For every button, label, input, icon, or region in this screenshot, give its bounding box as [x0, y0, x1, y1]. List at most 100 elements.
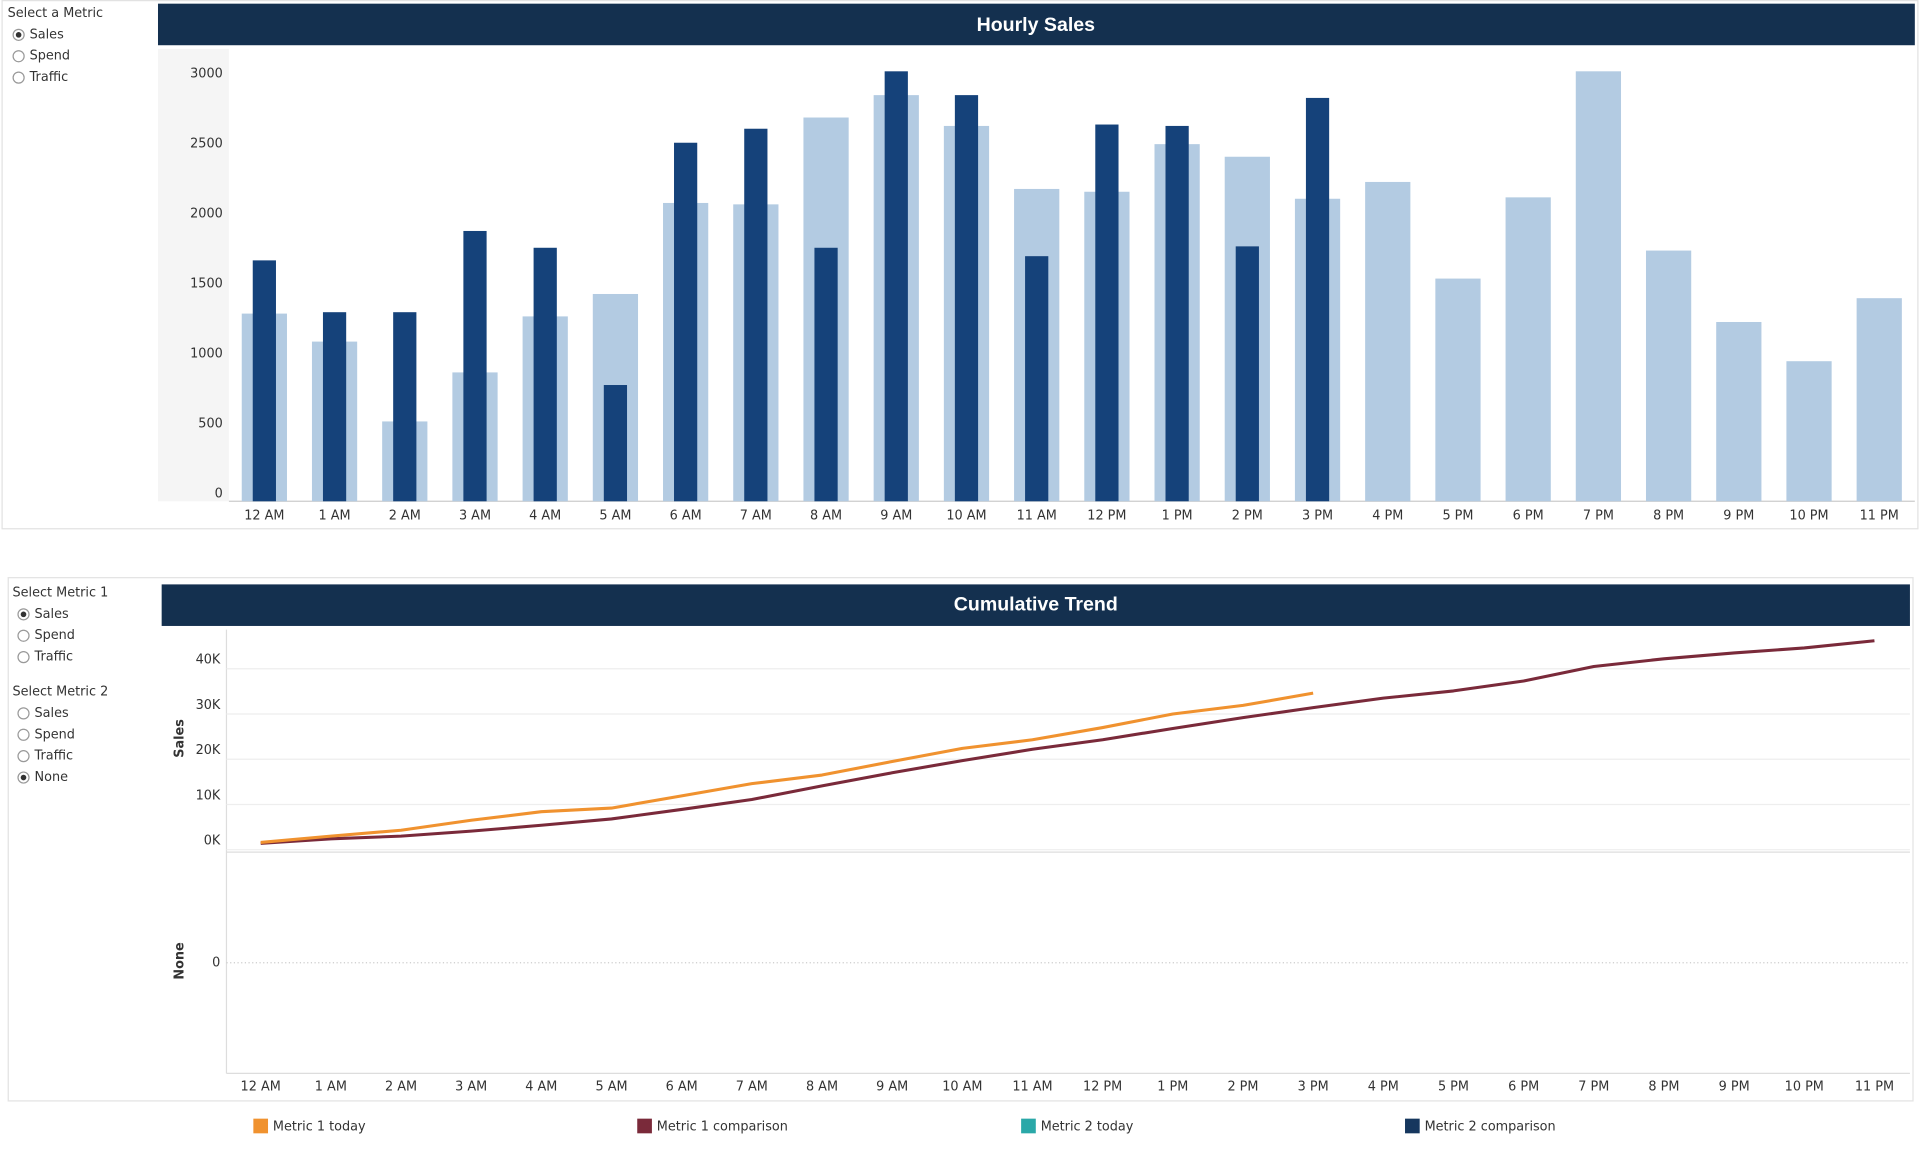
x-tick-label: 1 AM	[319, 508, 351, 523]
line	[260, 691, 1314, 844]
bar	[1165, 125, 1189, 502]
top-panel	[1, 0, 1919, 530]
x-tick-label: 11 AM	[1017, 508, 1057, 523]
x-tick-label: 8 PM	[1653, 508, 1684, 523]
x-tick-label: 4 AM	[525, 1079, 557, 1094]
legend-label: Metric 1 comparison	[657, 1120, 788, 1135]
x-tick-label: 10 AM	[942, 1079, 982, 1094]
x-tick-label: 3 AM	[455, 1079, 487, 1094]
y-tick-label: 2000	[190, 206, 223, 221]
y-tick-label: 0	[212, 955, 220, 970]
axis-band	[157, 48, 229, 502]
bar	[533, 247, 557, 502]
x-tick-label: 5 PM	[1442, 508, 1473, 523]
x-tick-label: 1 AM	[315, 1079, 347, 1094]
bar	[1856, 298, 1902, 502]
y-tick-label: 40K	[196, 653, 221, 668]
radio[interactable]	[17, 750, 30, 763]
control-label: Select Metric 1	[13, 585, 109, 600]
radio-option[interactable]: Sales	[30, 27, 64, 42]
bar	[1435, 278, 1481, 502]
radio[interactable]	[17, 728, 30, 741]
radio-dot	[15, 32, 22, 38]
x-tick-label: 6 AM	[666, 1079, 698, 1094]
bar	[814, 247, 838, 502]
radio-option[interactable]: Spend	[30, 49, 70, 64]
x-tick-label: 8 AM	[806, 1079, 838, 1094]
legend-swatch	[1405, 1118, 1420, 1134]
x-tick-label: 5 AM	[595, 1079, 627, 1094]
bar	[1505, 197, 1551, 502]
radio-dot	[20, 611, 27, 618]
y-tick-label: 0K	[204, 834, 221, 849]
bar	[674, 142, 698, 502]
y-tick-label: 500	[198, 416, 223, 431]
x-tick-label: 3 AM	[459, 508, 491, 523]
radio-option[interactable]: None	[35, 770, 69, 785]
y-tick-label: 1000	[190, 346, 223, 361]
x-tick-label: 1 PM	[1157, 1079, 1188, 1094]
control-label: Select Metric 2	[13, 684, 109, 699]
radio-option[interactable]: Sales	[35, 607, 69, 622]
x-tick-label: 4 AM	[529, 508, 561, 523]
y-tick-label: 0	[215, 486, 223, 501]
x-tick-label: 6 PM	[1508, 1079, 1539, 1094]
bottom-panel	[7, 577, 1914, 1102]
radio-option[interactable]: Traffic	[29, 70, 69, 85]
y-tick-label: 2500	[190, 136, 223, 151]
x-tick-label: 11 AM	[1012, 1079, 1052, 1094]
x-tick-label: 10 AM	[946, 508, 986, 523]
legend-label: Metric 2 comparison	[1425, 1120, 1556, 1135]
x-tick-label: 2 PM	[1227, 1079, 1258, 1094]
radio[interactable]	[17, 629, 30, 642]
radio-option[interactable]: Traffic	[34, 749, 74, 764]
x-tick-label: 9 AM	[880, 508, 912, 523]
x-tick-label: 8 AM	[810, 508, 842, 523]
y-axis-label: None	[172, 942, 187, 980]
x-tick-label: 11 PM	[1860, 508, 1899, 523]
radio[interactable]	[17, 651, 30, 664]
x-tick-label: 5 PM	[1438, 1079, 1469, 1094]
x-tick-label: 12 AM	[241, 1079, 281, 1094]
x-tick-label: 4 PM	[1372, 508, 1403, 523]
chart-title: Hourly Sales	[977, 14, 1096, 36]
radio-option[interactable]: Traffic	[34, 650, 74, 665]
chart-title: Cumulative Trend	[954, 593, 1118, 615]
x-tick-label: 3 PM	[1298, 1079, 1329, 1094]
x-tick-label: 10 PM	[1789, 508, 1828, 523]
x-tick-label: 7 AM	[740, 508, 772, 523]
header-bar	[157, 3, 1915, 46]
bar	[1645, 250, 1692, 502]
x-tick-label: 2 PM	[1232, 508, 1263, 523]
x-tick-label: 2 AM	[389, 508, 421, 523]
x-tick-label: 9 AM	[876, 1079, 908, 1094]
y-axis-label: Sales	[172, 719, 187, 758]
bar	[1786, 361, 1832, 502]
x-tick-label: 12 PM	[1087, 508, 1126, 523]
radio[interactable]	[12, 50, 25, 63]
bar	[603, 385, 628, 502]
radio[interactable]	[12, 71, 25, 84]
y-tick-label: 3000	[190, 66, 223, 81]
bar	[1025, 256, 1049, 502]
y-tick-label: 10K	[196, 788, 221, 803]
y-tick-label: 20K	[196, 743, 221, 758]
x-tick-label: 12 AM	[244, 508, 284, 523]
x-tick-label: 12 PM	[1083, 1079, 1122, 1094]
radio-option[interactable]: Sales	[35, 706, 69, 721]
bar	[1716, 321, 1762, 502]
radio-dot	[20, 774, 27, 781]
x-tick-label: 5 AM	[599, 508, 631, 523]
x-tick-label: 7 PM	[1583, 508, 1614, 523]
x-tick-label: 4 PM	[1368, 1079, 1399, 1094]
radio-option[interactable]: Spend	[35, 628, 75, 643]
radio-option[interactable]: Spend	[35, 727, 75, 742]
bar	[1575, 71, 1622, 502]
radio[interactable]	[17, 707, 30, 720]
bar	[1235, 246, 1259, 502]
bar	[1365, 181, 1411, 502]
x-tick-label: 7 AM	[736, 1079, 768, 1094]
x-tick-label: 11 PM	[1855, 1079, 1894, 1094]
